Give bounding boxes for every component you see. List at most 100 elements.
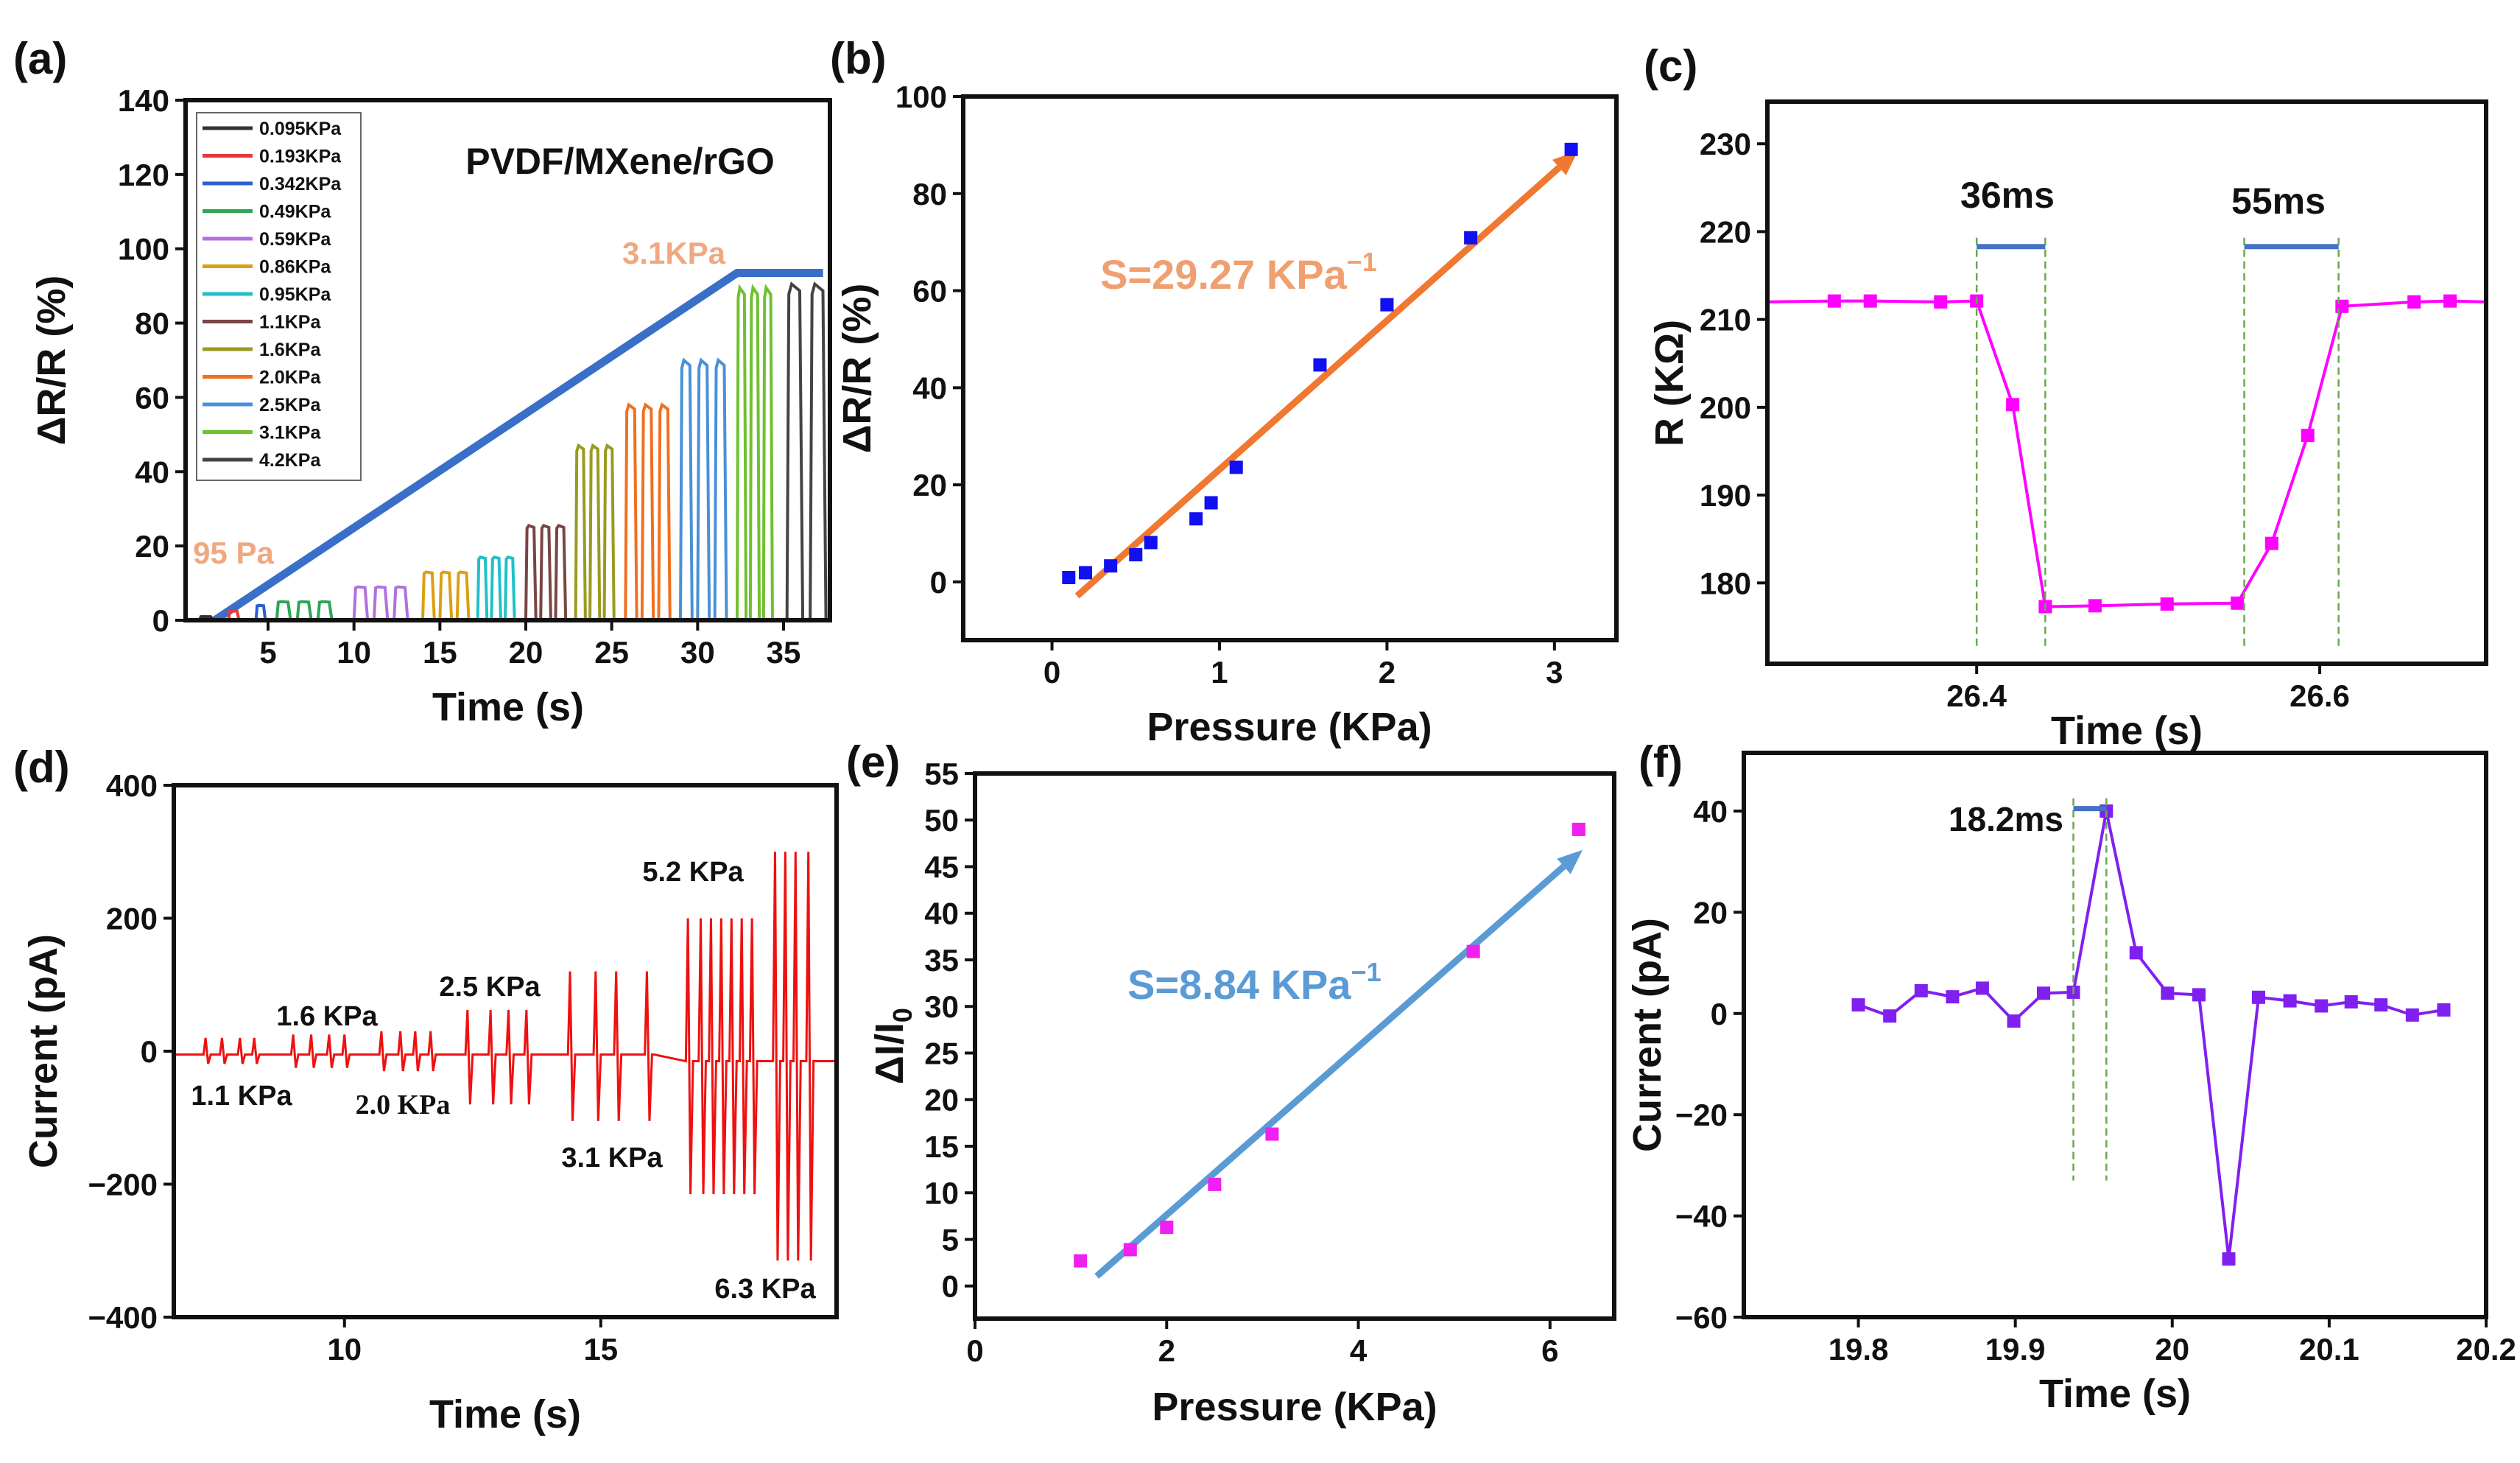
y-tick-label: 120 xyxy=(118,158,169,192)
y-tick-label: −400 xyxy=(88,1300,158,1335)
y-tick-label: 40 xyxy=(135,455,169,489)
y-tick-label: 210 xyxy=(1700,303,1751,337)
x-tick-label: 19.8 xyxy=(1829,1332,1889,1366)
y-axis-title: Current (pA) xyxy=(1625,918,1669,1152)
data-point xyxy=(1564,142,1578,156)
x-tick-label: 10 xyxy=(327,1332,362,1366)
data-point xyxy=(1827,294,1841,308)
x-axis-title: Time (s) xyxy=(432,685,584,729)
data-point xyxy=(1380,298,1394,312)
data-point xyxy=(2407,295,2421,309)
legend-box xyxy=(196,112,362,481)
series-0.59KPa xyxy=(352,585,415,620)
data-point xyxy=(2006,398,2020,412)
data-point xyxy=(1975,981,1989,995)
axes-frame xyxy=(961,94,1619,642)
fit-arrowhead xyxy=(1557,849,1583,874)
fit-arrowhead xyxy=(1552,150,1578,175)
data-point xyxy=(2374,998,2388,1012)
plot-area xyxy=(1767,237,2486,649)
data-point xyxy=(2335,299,2349,313)
y-tick-label: 180 xyxy=(1700,566,1751,600)
x-tick-label: 15 xyxy=(583,1332,618,1366)
data-point xyxy=(1189,512,1203,526)
pressure-label: 1.1 KPa xyxy=(191,1081,292,1112)
data-line xyxy=(1767,299,2486,608)
axes-frame xyxy=(172,783,839,1319)
data-point xyxy=(2344,995,2358,1009)
x-tick-label: 6 xyxy=(1541,1333,1558,1368)
x-tick-label: 26.4 xyxy=(1946,678,2007,713)
series-0.95KPa xyxy=(476,555,519,620)
y-tick-label: 200 xyxy=(106,902,158,936)
series-1.6KPa xyxy=(574,443,619,620)
data-point xyxy=(2405,1008,2419,1022)
data-point xyxy=(1208,1177,1222,1191)
data-point xyxy=(1934,295,1948,309)
annotation: 95 Pa xyxy=(193,536,274,570)
panel-label-c: (c) xyxy=(1644,41,1697,91)
panel-label-f: (f) xyxy=(1639,737,1683,787)
y-tick-label: 40 xyxy=(1693,794,1728,829)
data-point xyxy=(1914,983,1928,997)
series-1.1KPa xyxy=(524,523,571,620)
series-0.095KPa xyxy=(197,614,220,620)
y-tick-label: 0 xyxy=(152,603,169,638)
x-tick-label: 4 xyxy=(1350,1333,1368,1368)
current-signal xyxy=(174,852,837,1261)
y-tick-label: 230 xyxy=(1700,127,1751,161)
legend-label: 0.095KPa xyxy=(259,119,342,139)
y-tick-label: 20 xyxy=(912,468,947,502)
legend-label: 3.1KPa xyxy=(259,423,321,443)
interval-label: 36ms xyxy=(1960,175,2055,216)
series-2.5KPa xyxy=(679,357,732,620)
series-4.2KPa xyxy=(785,281,830,620)
x-tick-label: 25 xyxy=(594,635,629,670)
x-tick-label: 0 xyxy=(1043,655,1060,690)
y-axis-title-subscript: 0 xyxy=(887,1008,918,1022)
y-tick-label: 20 xyxy=(924,1083,959,1118)
plot-area xyxy=(1851,798,2451,1266)
x-tick-label: 19.9 xyxy=(1985,1332,2046,1366)
data-point xyxy=(1946,990,1960,1004)
data-point xyxy=(1123,1243,1137,1257)
x-axis-title: Pressure (KPa) xyxy=(1152,1385,1437,1429)
data-point xyxy=(1851,998,1865,1012)
data-point xyxy=(2301,429,2315,443)
plot-area xyxy=(174,852,837,1261)
annotation: 3.1KPa xyxy=(622,236,726,270)
chart-c: 26.4 26.6 180 190 200 210 220 230 Time (s) R (KΩ)… xyxy=(1647,99,2488,753)
x-tick-label: 26.6 xyxy=(2290,678,2350,713)
x-tick-label: 2 xyxy=(1158,1333,1175,1368)
y-tick-label: 80 xyxy=(135,306,169,341)
data-point xyxy=(1104,559,1118,573)
x-tick-label: 35 xyxy=(767,635,801,670)
y-tick-label: 15 xyxy=(924,1129,959,1164)
y-tick-label: 30 xyxy=(924,989,959,1024)
data-point xyxy=(2160,597,2174,611)
data-point xyxy=(2283,994,2297,1008)
panel-label-e: (e) xyxy=(846,737,900,787)
x-tick-label: 2 xyxy=(1379,655,1395,690)
data-point xyxy=(2161,986,2175,1000)
sensitivity-unit-exponent: −1 xyxy=(1347,247,1377,277)
legend-label: 1.6KPa xyxy=(259,340,321,360)
y-axis-title: ΔR/R (%) xyxy=(835,284,879,454)
data-point xyxy=(2088,599,2102,613)
y-tick-label: 140 xyxy=(118,83,169,118)
y-tick-label: 60 xyxy=(912,274,947,309)
data-point xyxy=(2222,1252,2236,1266)
legend-label: 2.5KPa xyxy=(259,395,321,415)
legend: 0.095KPa 0.193KPa 0.342KPa 0.49KPa 0.59KPa 0.… xyxy=(196,112,362,481)
chart-d: 10 15 −400 −200 0 200 400 Time (s) Current (pA) 1… xyxy=(21,768,839,1436)
interval-label: 18.2ms xyxy=(1949,800,2063,838)
x-tick-label: 3 xyxy=(1546,655,1563,690)
data-point xyxy=(2443,294,2457,308)
x-axis-title: Time (s) xyxy=(2051,709,2203,753)
y-tick-label: 0 xyxy=(141,1034,158,1069)
data-point xyxy=(1572,822,1585,836)
legend-label: 0.95KPa xyxy=(259,284,331,305)
